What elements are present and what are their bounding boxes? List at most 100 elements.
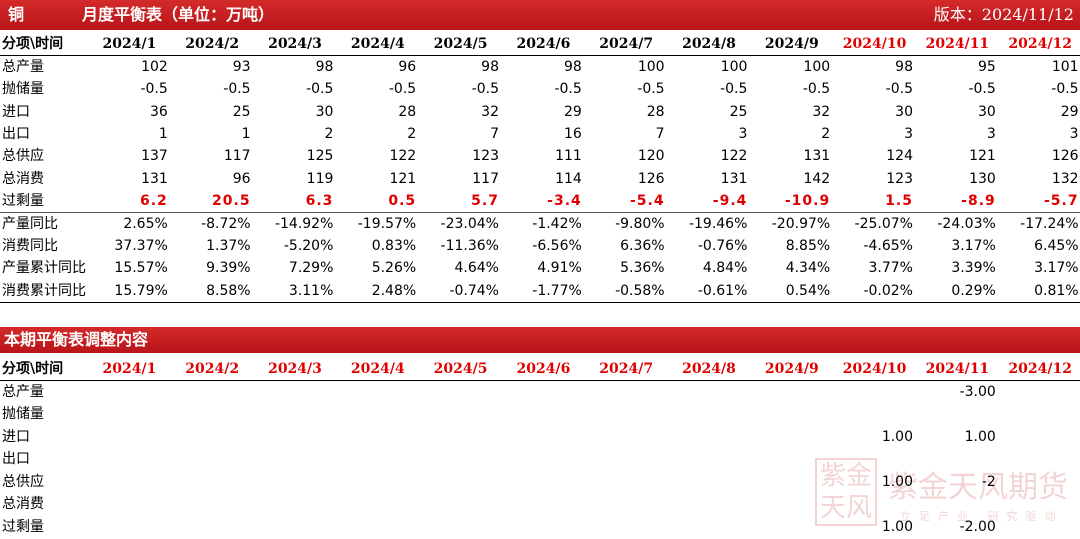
cell-value: 137 bbox=[141, 148, 168, 164]
cell-value: 3.17% bbox=[951, 238, 996, 254]
cell-value: 0.83% bbox=[371, 238, 417, 254]
cell-value: 20.5 bbox=[212, 193, 251, 209]
row-label: 总消费 bbox=[2, 171, 44, 187]
cell-value: 131 bbox=[141, 171, 168, 187]
cell-value: -4.65% bbox=[863, 238, 913, 254]
cell-value: 100 bbox=[720, 59, 748, 75]
cell-value: -0.5 bbox=[471, 81, 499, 97]
column-header: 2024/6 bbox=[516, 36, 571, 52]
cell-value: 1.00 bbox=[881, 429, 913, 445]
cell-value: 6.2 bbox=[139, 193, 168, 209]
cell-value: 3 bbox=[986, 126, 996, 142]
cell-value: -8.9 bbox=[961, 193, 996, 209]
cell-value: 114 bbox=[555, 171, 582, 187]
cell-value: 119 bbox=[306, 171, 334, 187]
column-header: 2024/5 bbox=[433, 36, 488, 52]
cell-value: 6.36% bbox=[620, 238, 665, 254]
cell-value: 126 bbox=[1051, 148, 1079, 164]
section-rule bbox=[0, 212, 1080, 213]
row-label: 总供应 bbox=[2, 474, 44, 490]
version: 版本：2024/11/12 bbox=[933, 5, 1074, 24]
cell-value: 15.79% bbox=[114, 283, 168, 299]
cell-value: 9.39% bbox=[206, 260, 251, 276]
cell-value: 130 bbox=[969, 171, 996, 187]
cell-value: 7 bbox=[490, 126, 499, 142]
cell-value: 6.3 bbox=[305, 193, 334, 209]
cell-value: 1.00 bbox=[881, 474, 913, 490]
cell-value: 32 bbox=[481, 104, 499, 120]
cell-value: 28 bbox=[646, 104, 665, 120]
cell-value: 37.37% bbox=[114, 238, 168, 254]
cell-value: 7.29% bbox=[288, 260, 334, 276]
row-label: 产量累计同比 bbox=[2, 260, 86, 276]
cell-value: 3 bbox=[904, 126, 913, 142]
cell-value: 125 bbox=[306, 148, 334, 164]
cell-value: -11.36% bbox=[440, 238, 499, 254]
cell-value: 32 bbox=[812, 104, 831, 120]
column-header: 2024/7 bbox=[599, 361, 654, 377]
cell-value: 121 bbox=[389, 171, 417, 187]
cell-value: 29 bbox=[1060, 104, 1079, 120]
cell-value: -3.4 bbox=[547, 193, 582, 209]
cell-value: 30 bbox=[895, 104, 913, 120]
cell-value: 1.00 bbox=[881, 519, 913, 535]
cell-value: 1.5 bbox=[885, 193, 913, 209]
cell-value: 98 bbox=[315, 59, 334, 75]
row-label: 总供应 bbox=[2, 148, 44, 164]
column-header: 2024/2 bbox=[185, 361, 240, 377]
cell-value: -0.5 bbox=[554, 81, 582, 97]
cell-value: -2 bbox=[981, 474, 996, 490]
header-rule bbox=[0, 55, 1080, 56]
column-header: 2024/9 bbox=[764, 36, 819, 52]
cell-value: 16 bbox=[563, 126, 582, 142]
header-rule bbox=[0, 380, 1080, 381]
cell-value: 101 bbox=[1051, 59, 1079, 75]
cell-value: 0.81% bbox=[1034, 283, 1079, 299]
cell-value: 4.64% bbox=[454, 260, 499, 276]
cell-value: -0.5 bbox=[802, 81, 831, 97]
row-label: 过剩量 bbox=[2, 519, 44, 535]
cell-value: 2 bbox=[324, 126, 334, 142]
cell-value: 7 bbox=[655, 126, 665, 142]
cell-value: -0.5 bbox=[388, 81, 417, 97]
section-title: 本期平衡表调整内容 bbox=[4, 330, 149, 349]
column-header: 2024/1 bbox=[102, 36, 157, 52]
row-label: 进口 bbox=[2, 104, 30, 120]
column-header: 分项\时间 bbox=[2, 36, 64, 52]
cell-value: -0.5 bbox=[720, 81, 748, 97]
column-header: 2024/4 bbox=[350, 36, 405, 52]
cell-value: -8.72% bbox=[201, 216, 251, 232]
cell-value: 102 bbox=[141, 59, 168, 75]
column-header: 2024/3 bbox=[268, 36, 322, 52]
cell-value: 1 bbox=[241, 126, 251, 142]
cell-value: 2.65% bbox=[123, 216, 168, 232]
cell-value: 117 bbox=[472, 171, 499, 187]
cell-value: -5.4 bbox=[629, 193, 665, 209]
cell-value: -0.76% bbox=[697, 238, 748, 254]
row-label: 总消费 bbox=[2, 496, 44, 512]
cell-value: 8.58% bbox=[206, 283, 251, 299]
cell-value: -10.9 bbox=[784, 193, 831, 209]
cell-value: 1.00 bbox=[964, 429, 996, 445]
row-label: 过剩量 bbox=[2, 193, 44, 209]
cell-value: -17.24% bbox=[1020, 216, 1079, 232]
cell-value: 96 bbox=[398, 59, 417, 75]
cell-value: 5.26% bbox=[371, 260, 417, 276]
row-label: 产量同比 bbox=[2, 216, 58, 232]
cell-value: 93 bbox=[232, 59, 251, 75]
cell-value: -0.5 bbox=[968, 81, 996, 97]
cell-value: -0.74% bbox=[449, 283, 499, 299]
title-bar: 铜 月度平衡表（单位：万吨） 版本：2024/11/12 bbox=[0, 0, 1080, 30]
cell-value: 126 bbox=[637, 171, 665, 187]
cell-value: -5.20% bbox=[283, 238, 334, 254]
cell-value: -25.07% bbox=[854, 216, 913, 232]
cell-value: 30 bbox=[315, 104, 334, 120]
column-header: 2024/12 bbox=[1008, 36, 1072, 52]
cell-value: -14.92% bbox=[274, 216, 334, 232]
row-label: 抛储量 bbox=[2, 406, 44, 422]
cell-value: 100 bbox=[803, 59, 831, 75]
cell-value: 100 bbox=[637, 59, 665, 75]
cell-value: 15.57% bbox=[114, 260, 168, 276]
cell-value: 3.77% bbox=[868, 260, 913, 276]
cell-value: 0.5 bbox=[388, 193, 417, 209]
